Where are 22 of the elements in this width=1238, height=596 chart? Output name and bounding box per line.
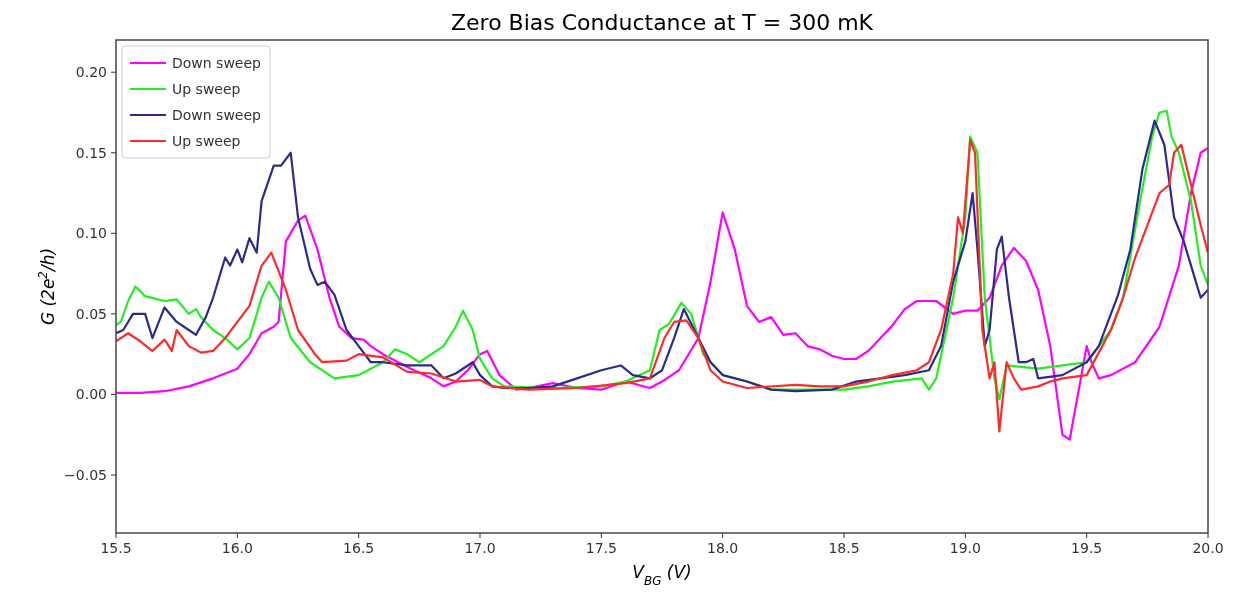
x-tick-label: 20.0	[1192, 540, 1224, 556]
chart-title: Zero Bias Conductance at T = 300 mK	[450, 10, 874, 35]
legend-label: Down sweep	[172, 55, 262, 71]
x-tick-label: 19.0	[949, 540, 981, 556]
x-tick-label: 18.5	[828, 540, 860, 556]
x-tick-label: 18.0	[707, 540, 739, 556]
y-tick-label: −0.05	[64, 467, 107, 483]
y-tick-label: 0.00	[75, 386, 107, 403]
legend-label: Up sweep	[172, 81, 241, 97]
legend-label: Up sweep	[172, 133, 241, 149]
y-tick-label: 0.20	[75, 64, 107, 81]
y-tick-label: 0.05	[75, 305, 107, 322]
x-tick-label: 16.0	[221, 540, 253, 556]
legend-label: Down sweep	[172, 107, 262, 123]
x-axis-title: V$_{BG}$ (V)	[632, 562, 692, 588]
x-tick-label: 17.0	[464, 540, 496, 556]
y-tick-label: 0.15	[75, 144, 107, 161]
x-tick-label: 19.5	[1071, 540, 1103, 556]
x-tick-label: 15.5	[100, 540, 132, 556]
x-tick-label: 17.5	[585, 540, 617, 556]
y-tick-label: 0.10	[75, 225, 107, 242]
x-tick-label: 16.5	[343, 540, 375, 556]
